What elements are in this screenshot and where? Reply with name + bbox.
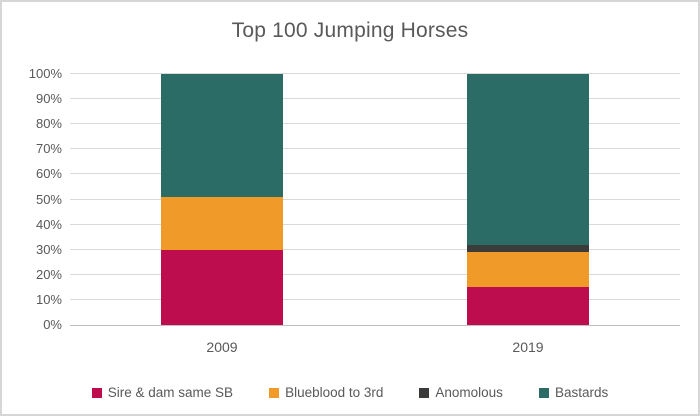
bar-segment[interactable] bbox=[467, 74, 589, 245]
gridline bbox=[70, 73, 680, 74]
bar-segment[interactable] bbox=[161, 197, 283, 250]
legend-label: Bastards bbox=[554, 385, 609, 400]
legend-label: Blueblood to 3rd bbox=[285, 385, 384, 400]
legend-item[interactable]: Sire & dam same SB bbox=[91, 385, 234, 400]
legend-swatch-icon bbox=[91, 387, 102, 398]
gridline bbox=[70, 298, 680, 300]
legend-item[interactable]: Bastards bbox=[538, 385, 609, 400]
x-axis-tick-label: 2009 bbox=[206, 339, 238, 355]
gridline bbox=[70, 173, 680, 175]
legend-swatch-icon bbox=[419, 387, 430, 398]
chart-title: Top 100 Jumping Horses bbox=[231, 19, 469, 42]
gridline bbox=[70, 98, 680, 100]
legend-swatch-icon bbox=[269, 387, 280, 398]
bar-segment[interactable] bbox=[161, 249, 283, 325]
y-axis-tick-label: 10% bbox=[35, 291, 62, 307]
gridline bbox=[70, 198, 680, 200]
y-axis-tick-label: 70% bbox=[35, 141, 62, 157]
y-axis-tick-label: 80% bbox=[35, 116, 62, 132]
y-axis-tick-label: 60% bbox=[35, 166, 62, 182]
bar-segment[interactable] bbox=[467, 287, 589, 325]
y-axis-tick-label: 50% bbox=[35, 191, 62, 207]
bar-segment[interactable] bbox=[467, 252, 589, 288]
gridline bbox=[70, 273, 680, 275]
gridline bbox=[70, 123, 680, 125]
x-axis-line bbox=[70, 325, 680, 326]
y-axis-tick-label: 100% bbox=[28, 66, 62, 81]
legend-item[interactable]: Anomolous bbox=[419, 385, 503, 400]
gridline bbox=[70, 223, 680, 225]
y-axis-tick-label: 30% bbox=[35, 241, 62, 257]
x-axis-tick-label: 2019 bbox=[512, 339, 544, 355]
stacked-bar-2019[interactable] bbox=[467, 74, 589, 325]
stacked-bar-2009[interactable] bbox=[161, 74, 283, 325]
bar-segment[interactable] bbox=[467, 244, 589, 253]
legend-label: Sire & dam same SB bbox=[107, 385, 234, 400]
legend-swatch-icon bbox=[538, 387, 549, 398]
y-axis-tick-label: 0% bbox=[43, 317, 62, 332]
legend-item[interactable]: Blueblood to 3rd bbox=[269, 385, 383, 400]
y-axis-tick-label: 90% bbox=[35, 91, 62, 107]
y-axis-tick-label: 20% bbox=[35, 266, 62, 282]
bar-segment[interactable] bbox=[161, 74, 283, 197]
gridline bbox=[70, 248, 680, 250]
legend-label: Anomolous bbox=[435, 385, 503, 400]
plot-area bbox=[70, 73, 680, 326]
gridline bbox=[70, 148, 680, 150]
legend: Sire & dam same SB Blueblood to 3rd Anomol… bbox=[2, 385, 698, 400]
y-axis-tick-label: 40% bbox=[35, 216, 62, 232]
